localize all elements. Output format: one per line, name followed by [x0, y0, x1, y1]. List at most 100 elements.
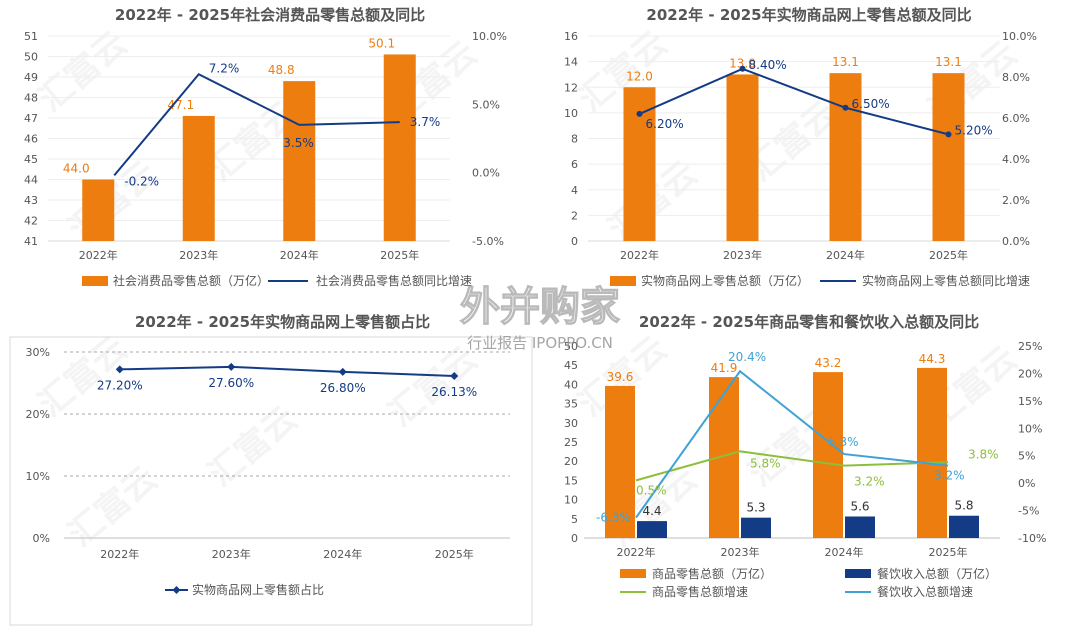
line-data-label: 6.20% — [646, 117, 684, 131]
watermark-tile: 汇富云 — [61, 458, 165, 554]
y-tick-label: 25 — [564, 436, 578, 449]
line-series — [113, 73, 400, 177]
y-tick-label: 49 — [24, 71, 38, 84]
y-tick-label: 46 — [24, 133, 38, 146]
legend-label: 餐饮收入总额（万亿） — [877, 566, 997, 581]
chart-panel-online-share: 2022年 - 2025年实物商品网上零售额占比 汇富云 汇富云 汇富云 汇富云 0% 1… — [0, 305, 540, 632]
x-tick-label: 2025年 — [929, 545, 968, 559]
bar-data-label: 50.1 — [368, 36, 395, 50]
y-tick-label: 45 — [24, 153, 38, 166]
bar — [82, 179, 115, 241]
bar-data-label: 5.8 — [954, 499, 973, 513]
line-data-label: 8.40% — [749, 58, 787, 72]
line-data-label: 20.4% — [728, 350, 766, 364]
y2-tick-label: 25% — [1018, 340, 1042, 353]
bar-data-label: 5.6 — [850, 499, 869, 513]
legend-swatch-marker — [172, 586, 181, 594]
bar-data-label: 43.2 — [815, 356, 842, 370]
y-tick-label: 30 — [564, 417, 578, 430]
y-tick-label: 10% — [26, 470, 50, 483]
bar — [383, 54, 416, 242]
y2-tick-label: -5.0% — [472, 235, 504, 248]
legend-label: 餐饮收入总额增速 — [877, 584, 973, 599]
watermark-tile: 汇富云 — [201, 398, 305, 494]
y2-tick-label: 10% — [1018, 422, 1042, 435]
line-data-label: -0.2% — [124, 174, 159, 188]
bar-data-label: 44.3 — [919, 352, 946, 366]
y2-tick-label: 5% — [1018, 450, 1035, 463]
chart-svg: 汇富云汇富云汇富云汇富云05101520253035404550-10%-5%0… — [564, 328, 1046, 599]
bar — [182, 115, 215, 241]
y-tick-label: 42 — [24, 215, 38, 228]
x-tick-label: 2025年 — [435, 547, 474, 561]
bar-data-label: 47.1 — [167, 98, 194, 112]
bar-data-label: 4.4 — [642, 504, 661, 518]
y2-tick-label: 20% — [1018, 367, 1042, 380]
legend-label: 商品零售总额（万亿） — [652, 566, 772, 581]
x-tick-label: 2024年 — [825, 545, 864, 559]
y2-tick-label: 6.0% — [1002, 112, 1030, 125]
bar — [949, 515, 979, 538]
bar — [845, 516, 875, 538]
line-data-label: 27.20% — [97, 378, 143, 392]
y-tick-label: 14 — [564, 56, 578, 69]
y-tick-label: 8 — [571, 133, 578, 146]
y-tick-label: 30% — [26, 346, 50, 359]
line-marker — [450, 371, 459, 380]
y-tick-label: 16 — [564, 30, 578, 43]
line-data-label: -6.3% — [596, 511, 631, 525]
watermark-tile: 汇富云 — [31, 23, 135, 119]
y-tick-label: 6 — [571, 158, 578, 171]
line-marker — [115, 365, 124, 374]
y-tick-label: 20 — [564, 455, 578, 468]
line-data-label: 27.60% — [208, 376, 254, 390]
line-data-label: 0.5% — [636, 483, 667, 497]
x-tick-label: 2025年 — [929, 248, 968, 262]
y-tick-label: 41 — [24, 235, 38, 248]
chart-panel-online-sales: 2022年 - 2025年实物商品网上零售总额及同比 汇富云汇富云汇富云汇富云0… — [540, 0, 1078, 300]
y-tick-label: 51 — [24, 30, 38, 43]
x-tick-label: 2023年 — [212, 547, 251, 561]
legend-swatch-bar — [845, 569, 871, 578]
chart-panel-retail-sales: 2022年 - 2025年社会消费品零售总额及同比 汇富云汇富云汇富云汇富云41… — [0, 0, 540, 300]
y2-tick-label: 5.0% — [472, 98, 500, 111]
line-series — [639, 67, 949, 136]
x-tick-label: 2022年 — [100, 547, 139, 561]
y-tick-label: 44 — [24, 174, 38, 187]
chart-title: 2022年 - 2025年实物商品网上零售额占比 — [134, 313, 431, 331]
legend-swatch-bar — [610, 276, 636, 286]
line-data-label: 3.2% — [934, 469, 965, 483]
x-tick-label: 2022年 — [79, 248, 118, 262]
chart-title: 2022年 - 2025年社会消费品零售总额及同比 — [114, 6, 426, 24]
chart-title: 2022年 - 2025年实物商品网上零售总额及同比 — [646, 6, 972, 24]
line-data-label: 26.80% — [320, 381, 366, 395]
line-data-label: 3.7% — [410, 115, 441, 129]
chart-title: 2022年 - 2025年商品零售和餐饮收入总额及同比 — [638, 313, 980, 331]
line-data-label: 5.3% — [828, 435, 859, 449]
y-tick-label: 0% — [33, 532, 50, 545]
x-tick-label: 2023年 — [179, 248, 218, 262]
line-marker — [945, 131, 952, 138]
y-tick-label: 0 — [571, 532, 578, 545]
bar — [741, 517, 771, 538]
legend-label: 实物商品网上零售总额（万亿） — [641, 273, 809, 288]
x-tick-label: 2023年 — [721, 545, 760, 559]
legend-swatch-bar — [620, 569, 646, 578]
line-data-label: 3.8% — [968, 447, 999, 461]
bar-data-label: 5.3 — [746, 501, 765, 515]
line-marker — [739, 65, 746, 72]
y-tick-label: 48 — [24, 92, 38, 105]
y-tick-label: 0 — [571, 235, 578, 248]
y-tick-label: 2 — [571, 209, 578, 222]
line-marker — [338, 367, 347, 376]
line-data-label: 26.13% — [431, 385, 477, 399]
y-tick-label: 20% — [26, 408, 50, 421]
line-data-label: 7.2% — [209, 61, 240, 75]
bar-data-label: 39.6 — [607, 370, 634, 384]
y-tick-label: 40 — [564, 378, 578, 391]
x-tick-label: 2024年 — [826, 248, 865, 262]
bar-data-label: 41.9 — [711, 361, 738, 375]
line-data-label: 3.2% — [854, 475, 885, 489]
bar-data-label: 12.0 — [626, 69, 653, 83]
line-marker — [636, 110, 643, 117]
